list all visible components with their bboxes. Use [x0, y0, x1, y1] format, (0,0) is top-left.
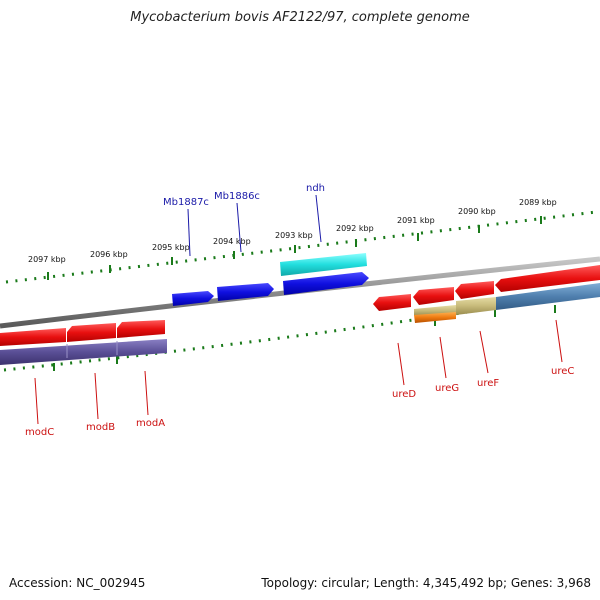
forward-scale [5, 210, 597, 284]
gene-arrow-mb1886c[interactable] [217, 283, 274, 301]
feature-band-ureg-orange[interactable] [414, 312, 456, 323]
gene-arrow-modb[interactable] [67, 323, 116, 342]
gene-arrow-modc[interactable] [0, 328, 66, 346]
gene-label-mb1886c[interactable]: Mb1886c [214, 191, 260, 202]
gene-label-mb1887c[interactable]: Mb1887c [163, 197, 209, 208]
gene-arrow-moda[interactable] [117, 320, 165, 338]
gene-arrow-ured[interactable] [373, 294, 411, 311]
leader-line [397, 342, 405, 386]
leader-line [315, 194, 322, 243]
leader-line [144, 370, 149, 416]
leader-line [479, 330, 489, 374]
map-title: Mycobacterium bovis AF2122/97, complete … [130, 10, 470, 25]
accession-text: Accession: NC_002945 [9, 576, 146, 590]
kbp-label: 2093 kbp [275, 231, 313, 240]
kbp-label: 2095 kbp [152, 243, 190, 252]
gene-arrow-mb1887c[interactable] [172, 291, 214, 306]
gene-label-modb[interactable]: modB [86, 422, 115, 433]
feature-band-uref[interactable] [456, 297, 496, 315]
gene-label-ndh[interactable]: ndh [306, 183, 325, 194]
feature-band-mod[interactable] [0, 339, 167, 365]
gene-label-urec[interactable]: ureC [551, 366, 574, 377]
reverse-labels: modC modB modA ureD ureG ureF ureC [25, 319, 574, 438]
leader-line [34, 377, 39, 425]
feature-band-ure[interactable] [496, 283, 600, 310]
kbp-label: 2091 kbp [397, 216, 435, 225]
gene-label-ureg[interactable]: ureG [435, 383, 459, 394]
forward-labels: Mb1887c Mb1886c ndh [163, 183, 325, 257]
gene-label-modc[interactable]: modC [25, 427, 54, 438]
gene-arrow-uref[interactable] [455, 281, 494, 299]
kbp-label: 2096 kbp [90, 250, 128, 259]
gene-block-ndh-feature[interactable] [280, 253, 367, 276]
gene-arrow-ndh[interactable] [283, 272, 369, 295]
ure-genes [373, 265, 600, 323]
leader-line [187, 208, 191, 257]
gene-arrow-urec[interactable] [495, 265, 600, 292]
mod-genes [0, 320, 167, 365]
leader-line [236, 202, 242, 253]
kbp-label: 2089 kbp [519, 198, 557, 207]
leader-line [555, 319, 563, 363]
kbp-label: 2090 kbp [458, 207, 496, 216]
gene-label-uref[interactable]: ureF [477, 378, 499, 389]
leader-line [94, 372, 99, 420]
leader-line [439, 336, 447, 379]
gene-arrow-ureg[interactable] [413, 287, 454, 305]
gene-label-ured[interactable]: ureD [392, 389, 416, 400]
forward-genes [172, 253, 369, 306]
kbp-label: 2094 kbp [213, 237, 251, 246]
kbp-label: 2092 kbp [336, 224, 374, 233]
kbp-label: 2097 kbp [28, 255, 66, 264]
genome-summary-text: Topology: circular; Length: 4,345,492 bp… [261, 576, 591, 590]
gene-label-moda[interactable]: modA [136, 418, 165, 429]
